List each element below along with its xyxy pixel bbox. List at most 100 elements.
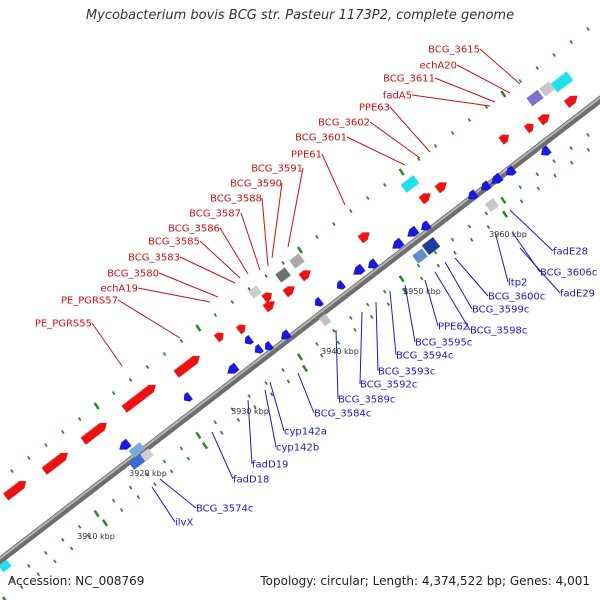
gene-label-reverse[interactable]: BCG_3600c (488, 292, 545, 303)
forward-gene-arrow[interactable] (523, 121, 537, 134)
feature-block[interactable] (400, 175, 420, 193)
gene-label-reverse[interactable]: cyp142b (276, 443, 319, 454)
gene-label-reverse[interactable]: BCG_3592c (360, 380, 417, 391)
gene-label-reverse[interactable]: BCG_3584c (314, 409, 371, 420)
gene-label-reverse[interactable]: fadD18 (233, 475, 269, 486)
reverse-gene-arrow[interactable] (488, 172, 504, 187)
gene-label-reverse[interactable]: ilvX (175, 518, 193, 529)
feature-block[interactable] (318, 313, 332, 327)
feature-block[interactable] (484, 197, 500, 213)
reverse-gene-arrow[interactable] (389, 237, 405, 252)
tick-mark (128, 378, 133, 382)
reverse-gene-arrow[interactable] (537, 145, 552, 158)
gene-label-forward[interactable]: PPE63 (359, 103, 390, 114)
feature-block[interactable] (140, 448, 154, 462)
forward-gene-arrow[interactable] (213, 330, 227, 343)
tick-mark (119, 507, 124, 512)
feature-block[interactable] (128, 442, 146, 458)
gene-label-forward[interactable]: fadA5 (383, 91, 412, 102)
gene-label-reverse[interactable]: BCG_3599c (472, 305, 529, 316)
tick-mark (19, 585, 24, 590)
gene-label-reverse[interactable]: BCG_3606c (540, 268, 597, 279)
gene-label-forward[interactable]: PE_PGRS57 (61, 296, 118, 307)
reverse-gene-arrow[interactable] (251, 343, 264, 356)
feature-block[interactable] (275, 267, 291, 283)
forward-gene-arrow[interactable] (2, 478, 29, 501)
reverse-gene-arrow[interactable] (364, 258, 379, 271)
gene-label-reverse[interactable]: fadE28 (553, 247, 588, 258)
forward-gene-arrow[interactable] (298, 267, 314, 282)
forward-gene-arrow[interactable] (120, 381, 158, 413)
feature-block[interactable] (0, 559, 12, 573)
gene-label-forward[interactable]: BCG_3602 (318, 118, 370, 129)
feature-block[interactable] (539, 81, 555, 97)
gene-label-forward[interactable]: BCG_3580 (107, 269, 159, 280)
reverse-gene-arrow[interactable] (417, 220, 432, 233)
gene-label-forward[interactable]: BCG_3591 (251, 164, 303, 175)
gene-label-forward[interactable]: PE_PGRS55 (35, 319, 92, 330)
gene-label-forward[interactable]: BCG_3583 (128, 253, 180, 264)
reverse-gene-arrow[interactable] (277, 329, 292, 342)
tick-mark (145, 472, 150, 477)
gene-label-reverse[interactable]: BCG_3598c (470, 326, 527, 337)
gene-label-reverse[interactable]: PPE62 (438, 322, 469, 333)
gene-label-forward[interactable]: PPE61 (291, 150, 322, 161)
gene-label-forward[interactable]: BCG_3590 (230, 179, 282, 190)
forward-gene-arrow[interactable] (235, 322, 249, 335)
reverse-gene-arrow[interactable] (180, 391, 193, 404)
gene-label-reverse[interactable]: BCG_3593c (378, 367, 435, 378)
forward-gene-arrow[interactable] (434, 179, 450, 194)
tick-mark (195, 431, 202, 440)
feature-block[interactable] (289, 253, 305, 269)
feature-block[interactable] (248, 285, 262, 299)
forward-gene-arrow[interactable] (497, 131, 511, 145)
forward-gene-arrow[interactable] (537, 111, 553, 126)
tick-mark (213, 313, 218, 317)
gene-label-forward[interactable]: BCG_3588 (210, 194, 262, 205)
reverse-gene-arrow[interactable] (241, 334, 254, 347)
gene-label-forward[interactable]: BCG_3586 (168, 224, 220, 235)
gene-label-forward[interactable]: BCG_3601 (295, 133, 347, 144)
feature-block[interactable] (412, 248, 428, 264)
gene-label-reverse[interactable]: BCG_3589c (338, 395, 395, 406)
tick-mark (10, 576, 14, 581)
reverse-gene-arrow[interactable] (464, 189, 479, 202)
gene-label-reverse[interactable]: BCG_3595c (415, 338, 472, 349)
reverse-gene-arrow[interactable] (116, 438, 132, 453)
gene-label-forward[interactable]: BCG_3585 (148, 237, 200, 248)
gene-label-forward[interactable]: BCG_3611 (383, 74, 435, 85)
gene-label-reverse[interactable]: BCG_3594c (396, 351, 453, 362)
forward-gene-arrow[interactable] (260, 289, 274, 303)
forward-gene-arrow[interactable] (172, 352, 202, 378)
gene-label-forward[interactable]: echA19 (100, 284, 138, 295)
gene-label-reverse[interactable]: fadE29 (560, 289, 595, 300)
reverse-gene-arrow[interactable] (502, 165, 517, 178)
reverse-gene-arrow[interactable] (477, 180, 492, 193)
feature-block[interactable] (128, 454, 146, 470)
reverse-gene-arrow[interactable] (333, 279, 346, 292)
reverse-gene-arrow[interactable] (311, 296, 324, 309)
gene-label-reverse[interactable]: BCG_3574c (196, 504, 253, 515)
forward-gene-arrow[interactable] (563, 92, 581, 108)
reverse-gene-arrow[interactable] (404, 225, 420, 240)
gene-label-reverse[interactable]: fadD19 (252, 460, 288, 471)
reverse-gene-arrow[interactable] (350, 263, 366, 278)
gene-label-forward[interactable]: echA20 (419, 61, 457, 72)
forward-gene-arrow[interactable] (418, 190, 434, 205)
feature-block[interactable] (550, 71, 574, 93)
reverse-gene-arrow[interactable] (224, 362, 240, 377)
reverse-gene-arrow[interactable] (261, 340, 274, 353)
feature-block[interactable] (421, 236, 441, 256)
gene-label-forward[interactable]: BCG_3615 (428, 45, 480, 56)
forward-gene-arrow[interactable] (79, 419, 109, 445)
forward-gene-arrow[interactable] (282, 283, 298, 298)
gene-label-forward[interactable]: BCG_3587 (189, 209, 241, 220)
tick-mark (247, 394, 251, 399)
gene-label-reverse[interactable]: cyp142a (284, 427, 327, 438)
forward-gene-arrow[interactable] (357, 229, 373, 244)
tick-mark (186, 456, 191, 461)
forward-gene-arrow[interactable] (40, 449, 70, 475)
gene-label-reverse[interactable]: ltp2 (508, 278, 527, 289)
feature-block[interactable] (526, 89, 544, 107)
